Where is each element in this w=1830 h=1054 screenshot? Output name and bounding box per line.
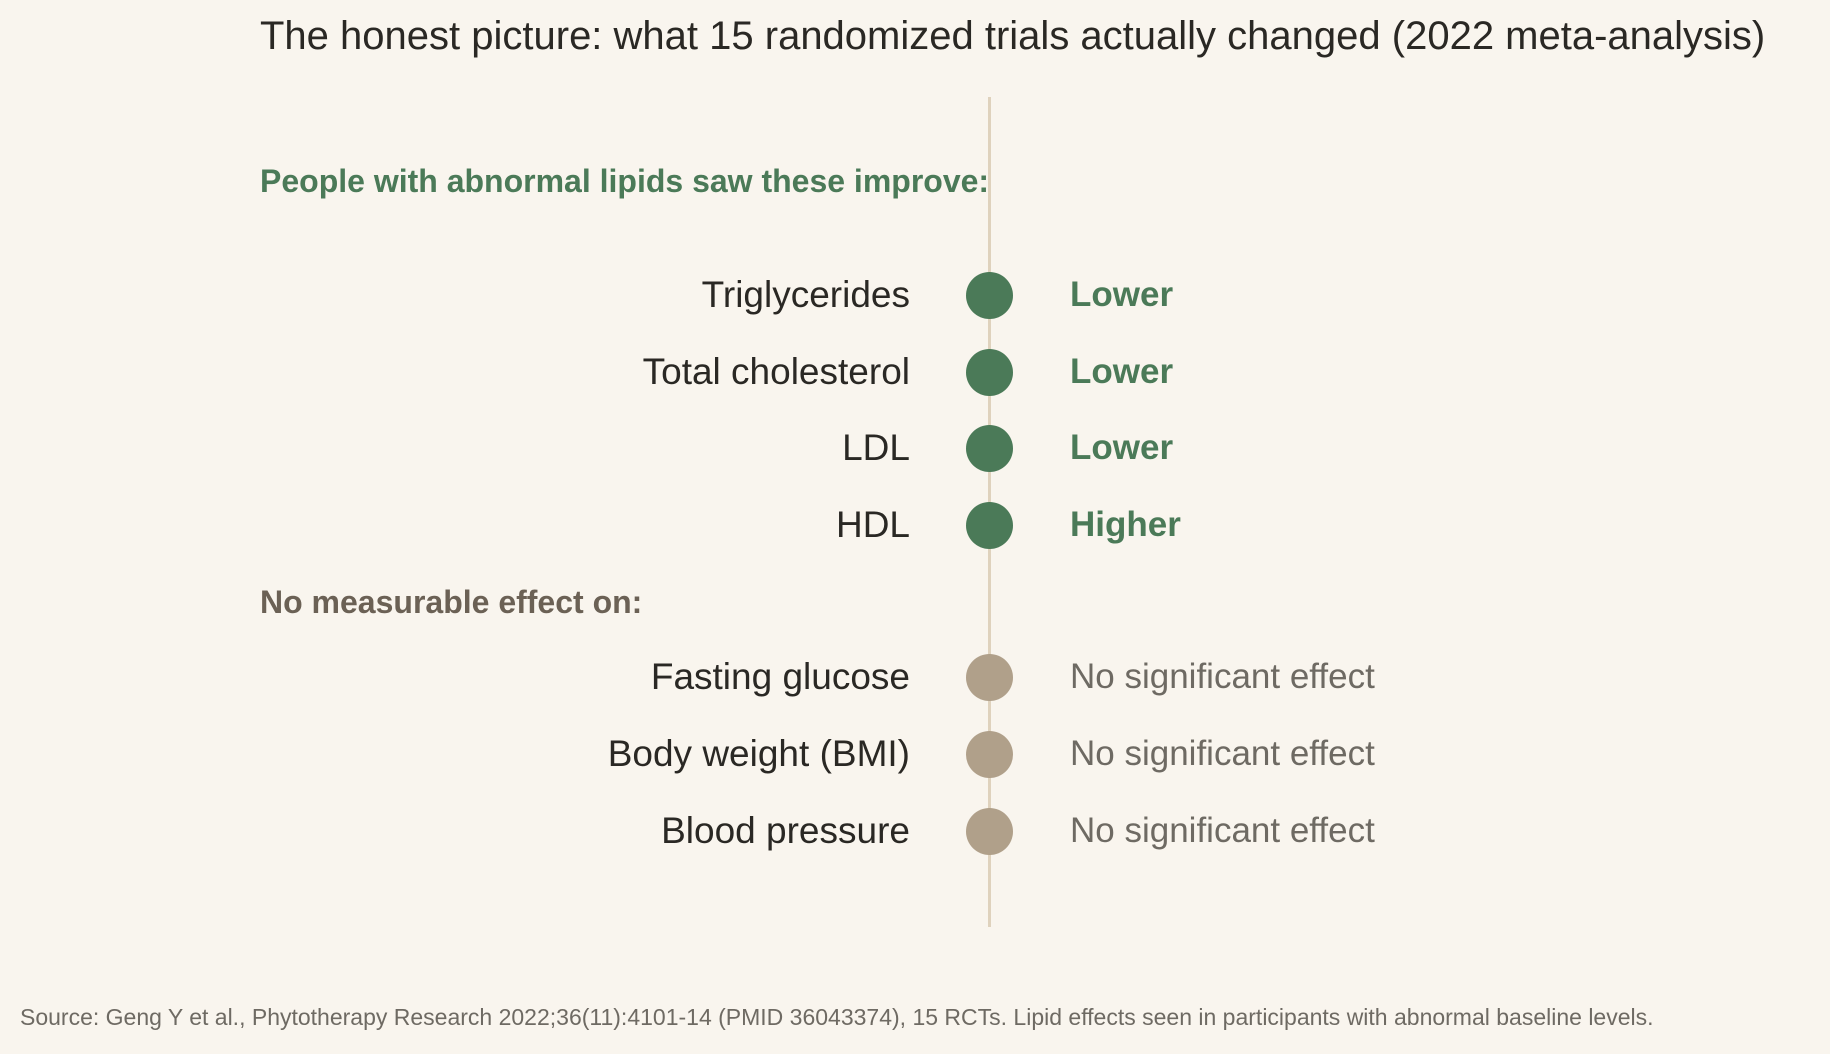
section-heading-no-effect: No measurable effect on: — [260, 584, 643, 620]
metric-label: Body weight (BMI) — [607, 733, 910, 774]
effect-row: Total cholesterol Lower — [0, 342, 1830, 402]
effect-label: Lower — [1070, 428, 1174, 467]
effect-label: No significant effect — [1070, 657, 1375, 696]
effect-row: Blood pressure No significant effect — [0, 801, 1830, 861]
effect-row: HDL Higher — [0, 495, 1830, 555]
metric-label: Total cholesterol — [642, 351, 910, 392]
no-effect-dot — [966, 731, 1013, 778]
significant-effect-dot — [966, 502, 1013, 549]
effect-row: Triglycerides Lower — [0, 265, 1830, 325]
effect-label: Higher — [1070, 505, 1181, 544]
metric-label: Triglycerides — [701, 274, 910, 315]
significant-effect-dot — [966, 272, 1013, 319]
effect-label: No significant effect — [1070, 734, 1375, 773]
effect-label: No significant effect — [1070, 811, 1375, 850]
section-heading-improve: People with abnormal lipids saw these im… — [260, 163, 990, 199]
significant-effect-dot — [966, 425, 1013, 472]
effect-row: LDL Lower — [0, 418, 1830, 478]
no-effect-dot — [966, 808, 1013, 855]
effect-row: Body weight (BMI) No significant effect — [0, 724, 1830, 784]
effect-row: Fasting glucose No significant effect — [0, 647, 1830, 707]
metric-label: LDL — [842, 427, 910, 468]
metric-label: Blood pressure — [661, 810, 910, 851]
source-note: Source: Geng Y et al., Phytotherapy Rese… — [20, 1004, 1654, 1030]
chart-title: The honest picture: what 15 randomized t… — [260, 14, 1766, 58]
metric-label: HDL — [835, 504, 910, 545]
significant-effect-dot — [966, 349, 1013, 396]
no-effect-dot — [966, 654, 1013, 701]
effect-label: Lower — [1070, 275, 1174, 314]
metric-label: Fasting glucose — [650, 656, 910, 697]
effect-label: Lower — [1070, 352, 1174, 391]
